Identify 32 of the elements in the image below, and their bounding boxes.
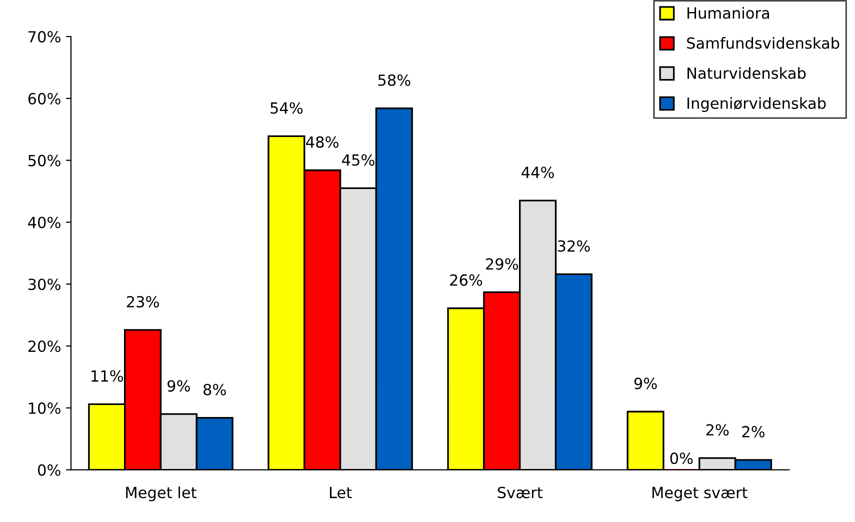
x-tick-label: Meget let xyxy=(126,486,196,502)
data-label: 11% xyxy=(92,370,124,382)
data-label: 2% xyxy=(706,424,729,436)
x-tick-label: Let xyxy=(330,486,352,498)
x-tick-label: Meget svært xyxy=(652,486,748,502)
legend-label: Ingeniørvidenskab xyxy=(688,97,826,112)
y-tick-label: 0% xyxy=(38,464,60,476)
data-label: 26% xyxy=(450,274,482,286)
data-label: 23% xyxy=(126,296,159,308)
x-tick-label: Svært xyxy=(498,486,542,498)
data-label: 0% xyxy=(670,452,693,464)
data-label: 45% xyxy=(342,154,374,166)
data-label: 32% xyxy=(558,240,590,252)
data-label: 58% xyxy=(378,74,410,86)
legend-label: Samfundsvidenskab xyxy=(687,37,840,49)
y-tick-label: 60% xyxy=(28,92,60,104)
y-tick-label: 70% xyxy=(28,31,60,43)
data-label: 9% xyxy=(168,380,190,392)
data-label: 9% xyxy=(634,378,657,390)
legend-label: Humaniora xyxy=(688,6,769,19)
data-label: 44% xyxy=(522,166,554,178)
y-tick-label: 30% xyxy=(28,278,60,290)
y-tick-label: 40% xyxy=(28,216,60,228)
data-label: 54% xyxy=(270,102,303,114)
y-tick-label: 50% xyxy=(28,154,60,166)
y-tick-label: 20% xyxy=(28,340,60,352)
data-label: 8% xyxy=(204,384,226,396)
y-tick-label: 10% xyxy=(28,402,60,414)
data-label: 29% xyxy=(486,258,518,270)
data-label: 2% xyxy=(742,426,765,438)
data-label: 48% xyxy=(306,136,338,148)
legend-label: Naturvidenskab xyxy=(688,67,806,79)
